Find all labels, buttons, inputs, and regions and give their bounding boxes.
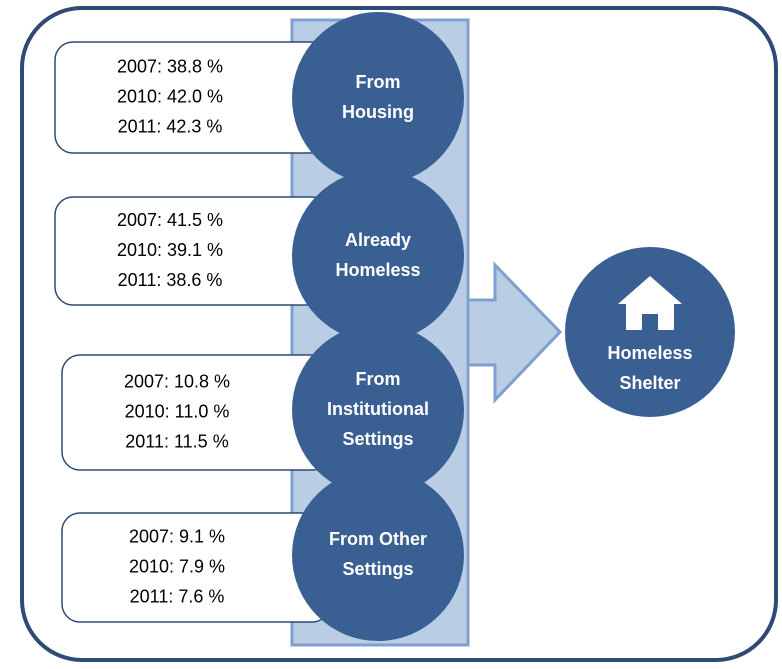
stat-line: 2011: 11.5 %	[125, 431, 228, 451]
source-label: From	[356, 369, 401, 389]
stat-line: 2007: 9.1 %	[129, 526, 225, 546]
target-label: Homeless	[607, 343, 692, 363]
stat-line: 2010: 39.1 %	[117, 240, 223, 260]
source-label: Already	[345, 230, 411, 250]
stat-line: 2007: 41.5 %	[117, 210, 223, 230]
source-label: Settings	[342, 559, 413, 579]
stat-line: 2010: 11.0 %	[125, 401, 230, 421]
source-node	[292, 469, 464, 641]
stat-line: 2011: 42.3 %	[118, 116, 223, 136]
source-label: Institutional	[327, 399, 429, 419]
arrow-join	[470, 302, 500, 363]
stat-line: 2007: 38.8 %	[117, 56, 223, 76]
stat-line: 2007: 10.8 %	[124, 371, 230, 391]
source-label: Settings	[342, 429, 413, 449]
target-label: Shelter	[619, 373, 680, 393]
stat-line: 2011: 38.6 %	[118, 270, 223, 290]
stat-line: 2010: 42.0 %	[117, 86, 223, 106]
source-label: Housing	[342, 102, 414, 122]
stat-line: 2011: 7.6 %	[130, 586, 225, 606]
arrow	[466, 261, 563, 404]
source-node	[292, 324, 464, 496]
source-label: From	[356, 72, 401, 92]
source-node	[292, 12, 464, 184]
house-icon	[618, 276, 682, 330]
stat-line: 2010: 7.9 %	[129, 556, 225, 576]
source-node	[292, 170, 464, 342]
target-node	[565, 247, 735, 417]
sources: 2007: 38.8 % 2010: 42.0 % 2011: 42.3 % From…	[54, 12, 464, 641]
source-label: Homeless	[335, 260, 420, 280]
source-label: From Other	[329, 529, 427, 549]
